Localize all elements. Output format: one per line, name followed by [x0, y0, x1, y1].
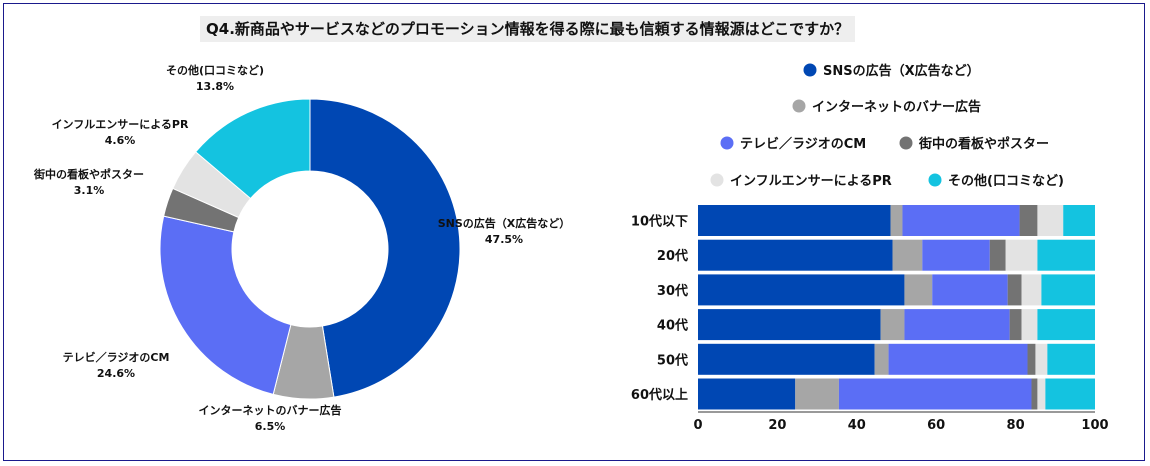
chart-canvas: SNSの広告（X広告など） 47.5% インターネットのバナー広告 6.5% テレビ／ラ… [33, 63, 1109, 433]
legend-marker-tv [720, 136, 734, 150]
pie-value-influencer: 4.6% [105, 134, 136, 147]
pie-value-sns: 47.5% [485, 233, 523, 246]
bar-tv-0 [902, 205, 1020, 236]
legend-label-influencer: インフルエンサーによるPR [730, 174, 892, 189]
category-label-1: 20代 [657, 248, 688, 264]
pie-slice-other [195, 98, 311, 200]
legend-marker-sns [803, 63, 817, 77]
category-label-0: 10代以下 [631, 214, 688, 230]
legend-label-other: その他(口コミなど) [948, 173, 1064, 189]
bar-street-4 [1027, 343, 1036, 375]
bar-street-1 [989, 239, 1006, 271]
bar-other-1 [1037, 239, 1095, 271]
bar-banner-5 [795, 378, 839, 410]
pie-value-banner: 6.5% [255, 420, 286, 433]
pie-value-tv: 24.6% [97, 367, 135, 380]
bar-influencer-4 [1035, 343, 1048, 375]
bar-tv-4 [888, 343, 1028, 375]
legend-marker-influencer [710, 173, 724, 187]
bar-street-0 [1019, 205, 1038, 236]
bar-other-3 [1037, 309, 1095, 341]
bar-other-2 [1041, 274, 1095, 306]
bar-influencer-3 [1021, 309, 1038, 341]
bar-influencer-2 [1021, 274, 1042, 306]
bar-banner-2 [904, 274, 933, 306]
bar-banner-0 [890, 205, 903, 236]
bar-banner-1 [892, 239, 923, 271]
bar-other-0 [1063, 205, 1095, 236]
pie-label-other: その他(口コミなど) [166, 63, 264, 77]
x-tick-label-5: 100 [1081, 418, 1108, 433]
bar-street-3 [1009, 309, 1022, 341]
bar-sns-2 [698, 274, 905, 306]
bar-influencer-5 [1037, 378, 1046, 410]
chart-title: Q4.新商品やサービスなどのプロモーション情報を得る際に最も信頼する情報源はどこ… [200, 16, 856, 42]
pie-label-tv: テレビ／ラジオのCM [63, 350, 170, 364]
category-label-5: 60代以上 [631, 387, 688, 403]
legend-label-street: 街中の看板やポスター [918, 136, 1049, 152]
bar-sns-5 [698, 378, 796, 410]
bar-other-4 [1047, 343, 1095, 375]
legend-label-tv: テレビ／ラジオのCM [740, 136, 866, 152]
bar-sns-4 [698, 343, 875, 375]
legend-marker-banner [792, 99, 806, 113]
bar-banner-4 [874, 343, 889, 375]
bar-influencer-0 [1037, 205, 1064, 236]
bar-tv-3 [904, 309, 1010, 341]
x-tick-label-1: 20 [768, 418, 786, 433]
pie-label-sns: SNSの広告（X広告など） [438, 216, 571, 230]
bar-other-5 [1045, 378, 1095, 410]
bar-sns-0 [698, 205, 891, 236]
bar-banner-3 [880, 309, 905, 341]
pie-label-street: 街中の看板やポスター [33, 167, 144, 181]
x-tick-label-2: 40 [848, 418, 866, 433]
x-tick-label-3: 60 [927, 418, 945, 433]
pie-value-street: 3.1% [74, 184, 105, 197]
bar-tv-5 [838, 378, 1032, 410]
category-label-3: 40代 [657, 318, 688, 334]
pie-label-influencer: インフルエンサーによるPR [52, 118, 189, 131]
legend-marker-street [899, 136, 913, 150]
bar-tv-1 [922, 239, 990, 271]
legend-label-banner: インターネットのバナー広告 [812, 99, 981, 115]
category-label-4: 50代 [657, 352, 688, 368]
pie-slice-sns [309, 98, 461, 398]
legend-marker-other [928, 173, 942, 187]
bar-tv-2 [932, 274, 1008, 306]
bar-street-5 [1031, 378, 1038, 410]
pie-slice-tv [159, 215, 292, 396]
bar-sns-1 [698, 239, 893, 271]
bar-influencer-1 [1005, 239, 1038, 271]
chart-frame: Q4.新商品やサービスなどのプロモーション情報を得る際に最も信頼する情報源はどこ… [3, 3, 1145, 461]
category-label-2: 30代 [657, 283, 688, 299]
pie-label-banner: インターネットのバナー広告 [199, 403, 342, 417]
x-tick-label-4: 80 [1007, 418, 1025, 433]
bar-sns-3 [698, 309, 881, 341]
x-tick-label-0: 0 [693, 418, 702, 433]
legend-label-sns: SNSの広告（X広告など） [823, 63, 980, 79]
pie-value-other: 13.8% [196, 80, 234, 93]
bar-street-2 [1007, 274, 1022, 306]
